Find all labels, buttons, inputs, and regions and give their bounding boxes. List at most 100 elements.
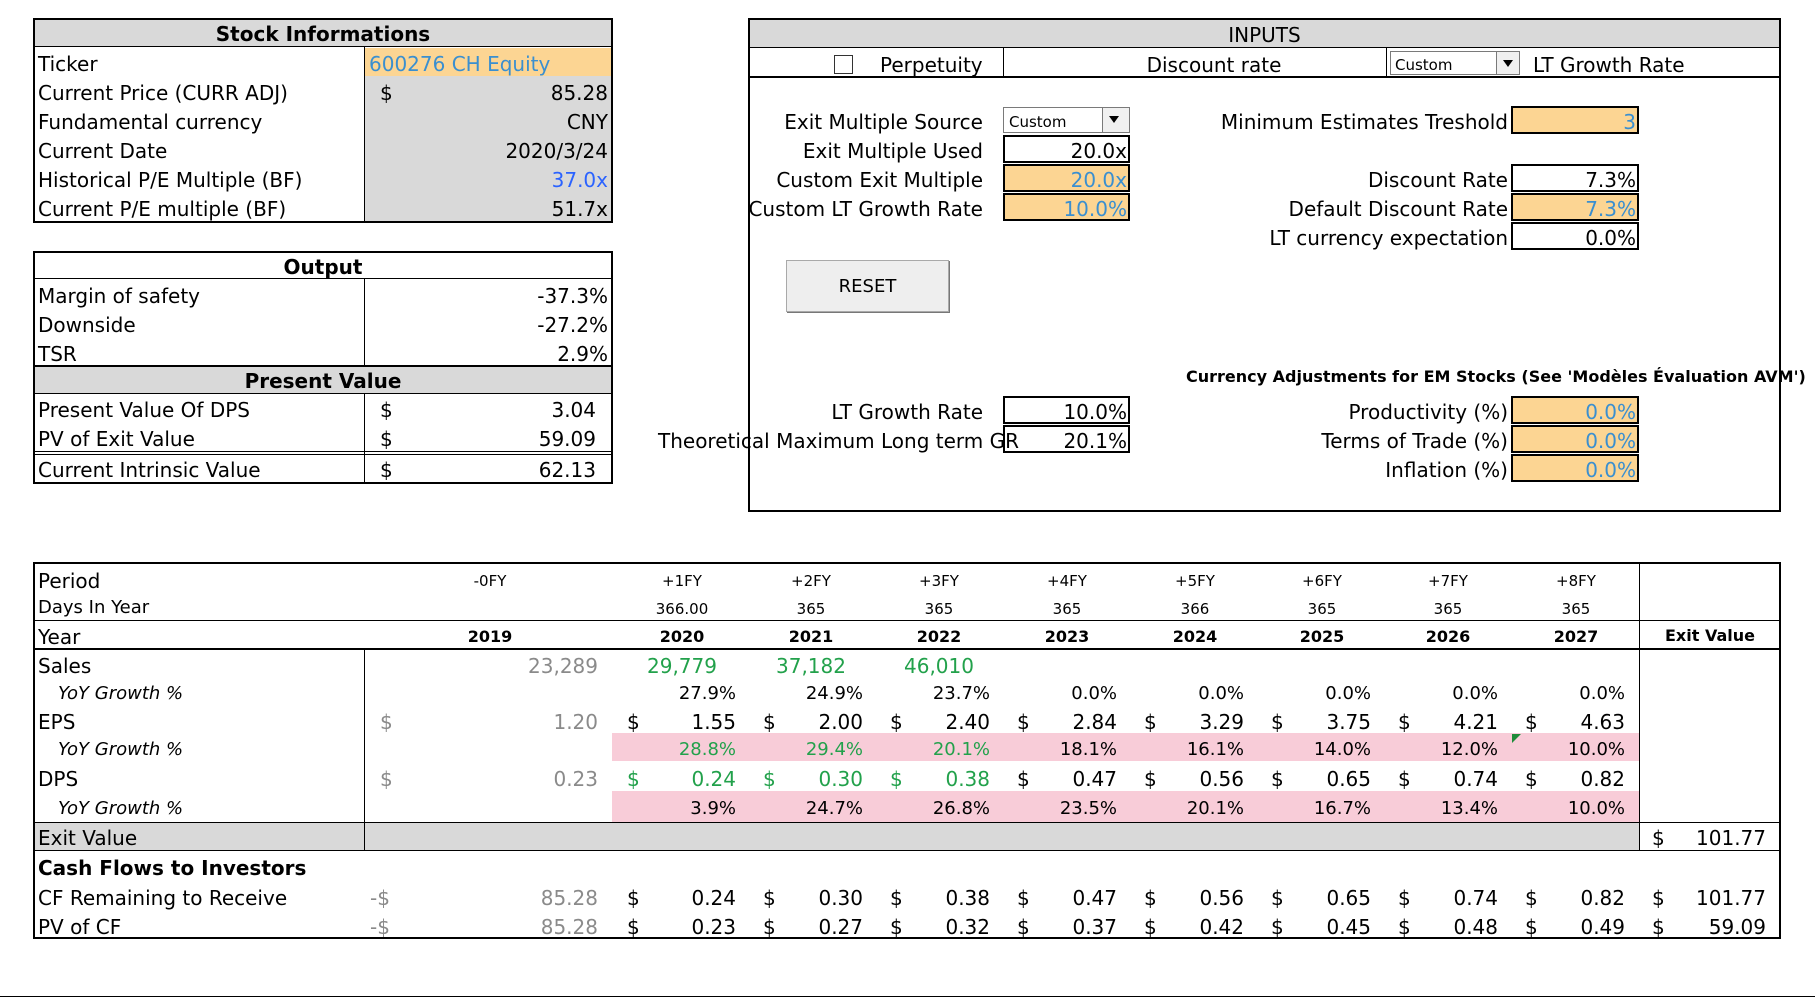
productivity-cell[interactable] bbox=[1511, 396, 1639, 424]
current-price-currency: $ bbox=[380, 81, 393, 105]
intrinsic-value-label: Current Intrinsic Value bbox=[38, 458, 261, 482]
intrinsic-value-value: 62.13 bbox=[538, 458, 596, 482]
cf-remaining-currency: $ bbox=[1398, 886, 1411, 910]
inflation-cell[interactable] bbox=[1511, 454, 1639, 482]
dps-cell: 0.82 bbox=[1580, 767, 1625, 791]
days-label: Days In Year bbox=[38, 597, 150, 618]
cf-remaining-currency: $ bbox=[1144, 886, 1157, 910]
eps-currency: $ bbox=[1271, 710, 1284, 734]
dps-growth-cell: 13.4% bbox=[1440, 798, 1498, 819]
bottom-divider bbox=[0, 996, 1815, 997]
year-row-bottom-line bbox=[35, 648, 1780, 650]
intrinsic-value-currency: $ bbox=[380, 458, 393, 482]
dps-growth-cell: 23.5% bbox=[1059, 798, 1117, 819]
period-cell: +7FY bbox=[1428, 572, 1468, 590]
productivity-value[interactable]: 0.0% bbox=[1585, 400, 1636, 424]
days-cell: 365 bbox=[924, 600, 954, 618]
stock-info-header-bg bbox=[35, 20, 611, 46]
margin-of-safety-value: -37.3% bbox=[537, 284, 608, 308]
cf-remaining-currency: $ bbox=[763, 886, 776, 910]
days-cell: 365 bbox=[1307, 600, 1337, 618]
default-discount-value[interactable]: 7.3% bbox=[1585, 197, 1636, 221]
cf-remaining-currency: $ bbox=[890, 886, 903, 910]
terms-of-trade-value[interactable]: 0.0% bbox=[1585, 429, 1636, 453]
min-estimates-cell[interactable] bbox=[1511, 106, 1639, 134]
perpetuity-checkbox[interactable] bbox=[834, 55, 853, 74]
inflation-value[interactable]: 0.0% bbox=[1585, 458, 1636, 482]
period-cell: +1FY bbox=[662, 572, 702, 590]
year-cell: 2020 bbox=[659, 627, 705, 646]
current-price-value: 85.28 bbox=[550, 81, 608, 105]
days-cell: 366 bbox=[1180, 600, 1210, 618]
pv-cf-cell: 0.27 bbox=[818, 915, 863, 939]
dps-cell: 0.24 bbox=[691, 767, 736, 791]
sales-growth-cell: 27.9% bbox=[678, 683, 736, 704]
pv-cf-currency: $ bbox=[890, 915, 903, 939]
perpetuity-label: Perpetuity bbox=[880, 53, 983, 77]
dps-currency: $ bbox=[380, 767, 393, 791]
days-cell: 365 bbox=[1433, 600, 1463, 618]
output-header: Output bbox=[283, 255, 363, 279]
discount-rate-label: Discount rate bbox=[1146, 53, 1282, 77]
sales-growth-cell: 0.0% bbox=[1198, 683, 1244, 704]
sales-cell: 37,182 bbox=[776, 654, 846, 678]
ticker-label: Ticker bbox=[38, 52, 98, 76]
custom-lt-growth-cell[interactable] bbox=[1003, 193, 1130, 221]
eps-cell: 1.20 bbox=[553, 710, 598, 734]
theoretical-max-label: Theoretical Maximum Long term GR bbox=[658, 429, 1019, 453]
exit-row-bottom-line bbox=[35, 850, 1780, 851]
chevron-down-icon[interactable] bbox=[1102, 108, 1129, 132]
cf-remaining-cell: 0.65 bbox=[1326, 886, 1371, 910]
pv-cf-label: PV of CF bbox=[38, 915, 122, 939]
cf-remaining-currency: $ bbox=[1017, 886, 1030, 910]
dps-cell: 0.23 bbox=[553, 767, 598, 791]
eps-growth-label: YoY Growth % bbox=[58, 739, 184, 760]
sales-cell: 46,010 bbox=[904, 654, 974, 678]
lt-growth-label: LT Growth Rate bbox=[831, 400, 983, 424]
year-cell: 2019 bbox=[467, 627, 513, 646]
year-cell: 2025 bbox=[1299, 627, 1345, 646]
sales-growth-cell: 0.0% bbox=[1325, 683, 1371, 704]
eps-cell: 3.75 bbox=[1326, 710, 1371, 734]
min-estimates-value[interactable]: 3 bbox=[1623, 110, 1636, 134]
eps-currency: $ bbox=[1144, 710, 1157, 734]
comment-indicator-icon bbox=[1512, 734, 1521, 743]
margin-of-safety-label: Margin of safety bbox=[38, 284, 201, 308]
dps-currency: $ bbox=[1017, 767, 1030, 791]
eps-label: EPS bbox=[38, 710, 76, 734]
dps-currency: $ bbox=[890, 767, 903, 791]
pv-cf-currency: $ bbox=[1144, 915, 1157, 939]
period-cell: +3FY bbox=[919, 572, 959, 590]
current-pe-value: 51.7x bbox=[551, 197, 608, 221]
dps-growth-cell: 26.8% bbox=[932, 798, 990, 819]
dps-currency: $ bbox=[1144, 767, 1157, 791]
current-date-value: 2020/3/24 bbox=[505, 139, 608, 163]
reset-button[interactable]: RESET bbox=[786, 260, 949, 312]
cf-remaining-exit-currency: $ bbox=[1652, 886, 1665, 910]
stock-info-panel bbox=[33, 18, 613, 223]
custom-exit-multiple-value[interactable]: 20.0x bbox=[1070, 168, 1127, 192]
exit-value-header: Exit Value bbox=[1665, 626, 1755, 645]
ticker-input[interactable]: 600276 CH Equity bbox=[369, 52, 551, 76]
present-value-header-bg bbox=[35, 366, 611, 393]
dps-cell: 0.47 bbox=[1072, 767, 1117, 791]
custom-lt-growth-value[interactable]: 10.0% bbox=[1063, 197, 1127, 221]
terms-of-trade-cell[interactable] bbox=[1511, 425, 1639, 453]
eps-cell: 2.00 bbox=[818, 710, 863, 734]
exit-value-row-bg bbox=[365, 823, 1640, 850]
period-cell: +5FY bbox=[1175, 572, 1215, 590]
chevron-down-icon[interactable] bbox=[1496, 52, 1519, 74]
period-cell: -0FY bbox=[473, 572, 507, 590]
eps-currency: $ bbox=[763, 710, 776, 734]
dps-growth-cell: 3.9% bbox=[690, 798, 736, 819]
discount-rate-cell bbox=[1511, 164, 1639, 192]
output-panel bbox=[33, 251, 613, 484]
cf-remaining-cell: 0.74 bbox=[1453, 886, 1498, 910]
dps-cell: 0.74 bbox=[1453, 767, 1498, 791]
pv-cf-currency: $ bbox=[1525, 915, 1538, 939]
exit-multiple-source-select[interactable]: Custom bbox=[1003, 107, 1130, 133]
lt-growth-select[interactable]: Custom bbox=[1390, 51, 1520, 75]
custom-exit-multiple-cell[interactable] bbox=[1003, 164, 1130, 192]
default-discount-cell[interactable] bbox=[1511, 193, 1639, 221]
lt-currency-label: LT currency expectation bbox=[1269, 226, 1508, 250]
